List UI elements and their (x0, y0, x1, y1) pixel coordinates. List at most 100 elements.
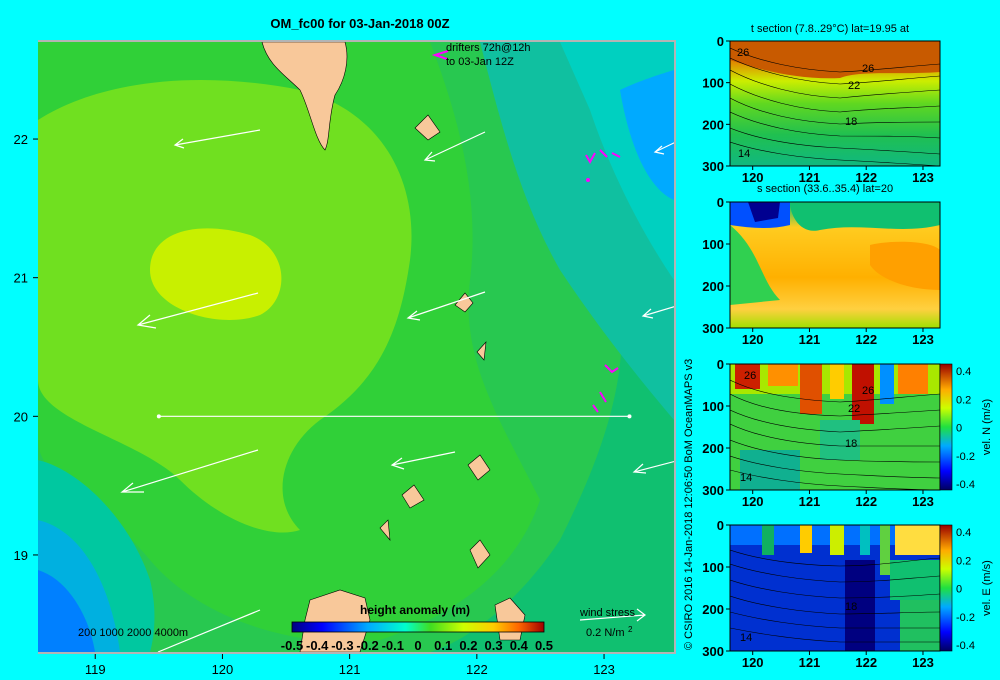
section-y-tick-label: 300 (702, 321, 724, 336)
ve-contour-label: 14 (740, 632, 752, 644)
vel-n-colorbar-label: vel. N (m/s) (981, 399, 993, 455)
section-x-tick-label: 122 (855, 655, 877, 670)
height-colorbar-tick-label: 0.1 (434, 638, 452, 653)
height-colorbar-tick-label: -0.3 (331, 638, 353, 653)
credit-text: © CSIRO 2016 14-Jan-2018 12:06:50 BoM Oc… (683, 359, 695, 650)
section-x-tick-label: 122 (855, 170, 877, 185)
vel-e-colorbar-ticks: 0.4 0.2 0 -0.2 -0.4 (956, 527, 975, 652)
height-colorbar-tick-label: -0.2 (356, 638, 378, 653)
t-contour-label: 26 (862, 63, 874, 75)
vel-n-colorbar (939, 363, 953, 491)
wind-stress-exponent: 2 (628, 625, 633, 634)
map-y-tick-label: 21 (14, 271, 28, 286)
section-line (156, 414, 632, 419)
height-colorbar-tick-label: 0.5 (535, 638, 553, 653)
height-colorbar-tick-label: 0 (414, 638, 421, 653)
section-y-tick-label: 200 (702, 602, 724, 617)
vel-e-panel: 14 18 0.4 0.2 0 -0.2 -0.4 vel. E (m/s) (729, 524, 993, 652)
vel-colorbar-tick-label: 0.2 (956, 394, 971, 406)
t-contour-label: 22 (848, 80, 860, 92)
wind-stress-vectors (120, 129, 674, 652)
map-x-tick-label: 121 (339, 662, 361, 677)
section-y-tick-label: 0 (717, 357, 724, 372)
height-colorbar-tick-label: -0.1 (382, 638, 404, 653)
vn-contour-label: 26 (862, 385, 874, 397)
section-x-tick-label: 123 (912, 494, 934, 509)
map-x-tick-label: 120 (212, 662, 234, 677)
vel-colorbar-tick-label: 0 (956, 423, 962, 435)
drifter-label-2: to 03-Jan 12Z (446, 56, 514, 68)
section-x-tick-label: 122 (855, 332, 877, 347)
section-y-tick-label: 300 (702, 159, 724, 174)
vel-n-colorbar-ticks: 0.4 0.2 0 -0.2 -0.4 (956, 366, 975, 491)
t-contour-label: 18 (845, 116, 857, 128)
drifter-tracks (431, 50, 621, 413)
section-y-tick-label: 0 (717, 34, 724, 49)
map-x-ticks: 119 120 121 122 123 (85, 654, 615, 677)
height-colorbar-scale (291, 621, 545, 633)
section-y-tick-label: 0 (717, 518, 724, 533)
vel-n-panel: 26 26 22 18 14 0.4 0.2 0 -0.2 -0.4 vel. N (m… (729, 363, 993, 491)
section-x-tick-label: 120 (742, 170, 764, 185)
height-colorbar-label: height anomaly (m) (360, 603, 470, 617)
height-colorbar-tick-label: -0.4 (306, 638, 329, 653)
section-x-tick-label: 121 (799, 494, 821, 509)
map-x-tick-label: 122 (466, 662, 488, 677)
section-x-tick-label: 121 (799, 655, 821, 670)
vn-contour-label: 18 (845, 438, 857, 450)
section-x-tick-label: 120 (742, 332, 764, 347)
section-y-tick-label: 0 (717, 195, 724, 210)
section-y-tick-label: 100 (702, 237, 724, 252)
vel-colorbar-tick-label: 0.4 (956, 366, 971, 378)
vel-colorbar-tick-label: -0.2 (956, 612, 975, 624)
vn-contour-label: 26 (744, 370, 756, 382)
vel-colorbar-tick-label: -0.4 (956, 640, 975, 652)
drifter-point (586, 178, 590, 182)
section-y-tick-label: 300 (702, 644, 724, 659)
height-colorbar-tick-label: -0.5 (281, 638, 303, 653)
section-x-tick-label: 123 (912, 170, 934, 185)
map-title: OM_fc00 for 03-Jan-2018 00Z (270, 16, 449, 31)
section-y-tick-label: 300 (702, 483, 724, 498)
map-x-tick-label: 123 (593, 662, 615, 677)
section-y-tick-label: 200 (702, 279, 724, 294)
s-section-title: s section (33.6..35.4) lat=20 (757, 183, 893, 195)
vel-colorbar-tick-label: 0.4 (956, 527, 971, 539)
section-y-tick-label: 100 (702, 399, 724, 414)
section-y-tick-label: 100 (702, 76, 724, 91)
vn-contour-label: 14 (740, 472, 752, 484)
section-x-tick-label: 123 (912, 655, 934, 670)
height-colorbar-tick-label: 0.2 (459, 638, 477, 653)
section-x-tick-label: 123 (912, 332, 934, 347)
t-section-title: t section (7.8..29°C) lat=19.95 at (751, 23, 909, 35)
wind-stress-unit: 0.2 N/m (586, 627, 625, 639)
section-x-tick-label: 120 (742, 494, 764, 509)
bathymetry-legend: 200 1000 2000 4000m (78, 627, 188, 639)
section-y-tick-label: 200 (702, 441, 724, 456)
vel-e-colorbar-label: vel. E (m/s) (981, 560, 993, 616)
section-x-tick-label: 121 (799, 170, 821, 185)
section-x-tick-label: 122 (855, 494, 877, 509)
map-x-tick-label: 119 (85, 662, 106, 677)
vel-colorbar-tick-label: 0.2 (956, 555, 971, 567)
t-section-panel: t section (7.8..29°C) lat=19.95 at 26 26… (729, 23, 941, 167)
map-field (38, 42, 674, 652)
height-colorbar-tick-label: 0.4 (510, 638, 529, 653)
map-y-tick-label: 19 (14, 548, 28, 563)
vel-e-colorbar (939, 524, 953, 652)
vel-colorbar-tick-label: -0.2 (956, 451, 975, 463)
vel-colorbar-tick-label: -0.4 (956, 479, 975, 491)
section-axis-ticks: 120 121 122 123 0 100 200 300 120 121 122 123 0 100 20… (702, 34, 934, 670)
section-x-tick-label: 121 (799, 332, 821, 347)
t-contour-label: 14 (738, 148, 750, 160)
ve-contour-label: 18 (845, 601, 857, 613)
section-y-tick-label: 100 (702, 560, 724, 575)
map-y-tick-label: 20 (14, 409, 28, 424)
section-y-tick-label: 200 (702, 117, 724, 132)
map-y-tick-label: 22 (14, 132, 28, 147)
section-x-tick-label: 120 (742, 655, 764, 670)
wind-stress-label: wind stress (579, 607, 636, 619)
s-section-panel: s section (33.6..35.4) lat=20 (729, 183, 941, 329)
